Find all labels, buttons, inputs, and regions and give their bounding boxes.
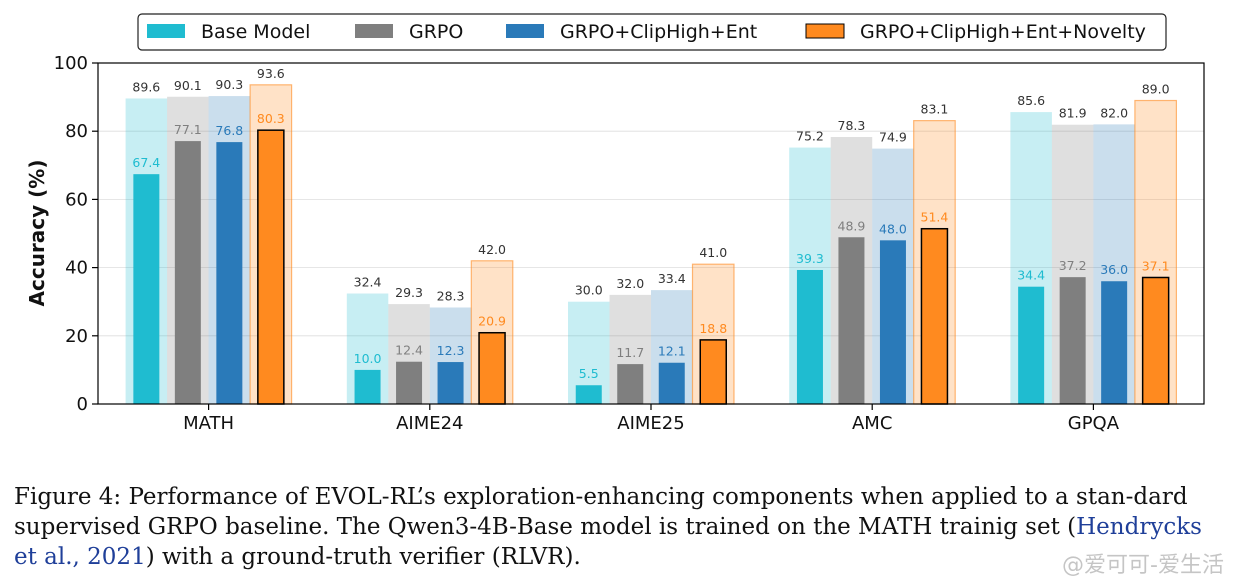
- bar: [478, 331, 506, 405]
- bar-value-label: 34.4: [1017, 268, 1045, 283]
- bar-value-label: 36.0: [1100, 262, 1128, 277]
- axes: 0 20 40 60 80 100 MATH AIME24 AIME25 AMC GPQA: [54, 53, 1120, 434]
- citation-link[interactable]: Hendrycks et al., 2021: [14, 514, 1202, 570]
- legend: Base Model GRPO GRPO+ClipHigh+Ent GRPO+Clip…: [137, 13, 1167, 51]
- legend-label: Base Model: [201, 21, 310, 43]
- y-tick-label: 40: [65, 258, 88, 279]
- y-tick-label: 0: [77, 394, 88, 415]
- y-tick-label: 80: [65, 121, 88, 142]
- background-value-label: 74.9: [879, 130, 907, 145]
- bar: [617, 364, 644, 404]
- background-value-label: 33.4: [658, 271, 686, 286]
- bar-value-label: 51.4: [921, 210, 949, 225]
- bar: [1059, 277, 1086, 404]
- watermark: @爱可可-爱生活: [1062, 553, 1224, 578]
- background-value-label: 93.6: [257, 66, 285, 81]
- bar: [920, 227, 949, 405]
- background-value-label: 81.9: [1059, 106, 1087, 121]
- bar: [396, 361, 423, 404]
- background-value-label: 75.2: [796, 129, 824, 144]
- bar: [257, 129, 285, 405]
- bar: [174, 141, 201, 405]
- bar-value-label: 37.1: [1142, 258, 1170, 273]
- background-value-label: 90.3: [215, 77, 243, 92]
- y-tick-label: 100: [54, 53, 88, 74]
- bar-value-label: 77.1: [174, 122, 202, 137]
- bar: [879, 240, 906, 404]
- y-axis-label: Accuracy (%): [25, 160, 49, 307]
- accuracy-bar-chart: 89.6 67.4 90.1 77.1 90.3 76.8 93.6 80.3 32.4 10.0…: [25, 13, 1205, 434]
- bar: [133, 174, 160, 404]
- background-value-label: 89.0: [1142, 82, 1170, 97]
- value-labels: 89.6 67.4 90.1 77.1 90.3 76.8 93.6 80.3 32.4 10.0…: [132, 66, 1169, 381]
- bar: [1101, 281, 1128, 404]
- legend-label: GRPO: [409, 21, 463, 43]
- bar-value-label: 20.9: [478, 314, 506, 329]
- bar: [354, 369, 381, 404]
- y-tick-label: 20: [65, 326, 88, 347]
- background-value-label: 42.0: [478, 242, 506, 257]
- caption-text-end: ) with a ground-truth verifier (RLVR).: [145, 544, 581, 570]
- bar: [1018, 286, 1045, 404]
- bar-value-label: 10.0: [354, 351, 382, 366]
- bar-value-label: 67.4: [132, 155, 160, 170]
- bar: [1141, 276, 1170, 405]
- bar-value-label: 18.8: [699, 321, 727, 336]
- background-value-label: 30.0: [575, 283, 603, 298]
- bar: [796, 269, 823, 404]
- legend-swatch: [805, 23, 845, 39]
- background-value-label: 83.1: [921, 102, 949, 117]
- foreground-bars: [133, 129, 1170, 405]
- bar: [216, 142, 243, 404]
- background-value-label: 85.6: [1017, 93, 1045, 108]
- bar-value-label: 12.4: [395, 343, 423, 358]
- legend-swatch: [506, 24, 544, 38]
- x-tick-label: AIME24: [396, 413, 463, 434]
- legend-label: GRPO+ClipHigh+Ent: [560, 21, 757, 43]
- background-value-label: 29.3: [395, 285, 423, 300]
- caption-text-start: Figure 4: Performance of EVOL-RL’s explo…: [14, 484, 1188, 540]
- bar-value-label: 37.2: [1059, 258, 1087, 273]
- legend-swatch: [147, 24, 185, 38]
- bar-value-label: 39.3: [796, 251, 824, 266]
- background-value-label: 32.4: [354, 275, 382, 290]
- bar-value-label: 48.9: [838, 218, 866, 233]
- legend-label: GRPO+ClipHigh+Ent+Novelty: [860, 21, 1146, 43]
- background-value-label: 78.3: [838, 118, 866, 133]
- background-value-label: 28.3: [437, 288, 465, 303]
- bar-value-label: 12.1: [658, 344, 686, 359]
- background-value-label: 32.0: [616, 276, 644, 291]
- bar: [437, 362, 464, 404]
- background-value-label: 82.0: [1100, 105, 1128, 120]
- legend-swatch: [355, 24, 393, 38]
- legend-frame: [137, 13, 1167, 51]
- x-tick-label: GPQA: [1068, 413, 1120, 434]
- background-value-label: 90.1: [174, 78, 202, 93]
- y-tick-label: 60: [65, 189, 88, 210]
- bar: [699, 339, 727, 405]
- bar: [658, 362, 685, 404]
- bar-value-label: 12.3: [437, 343, 465, 358]
- bar-value-label: 76.8: [215, 123, 243, 138]
- bar-value-label: 11.7: [616, 345, 644, 360]
- bar: [575, 385, 602, 404]
- x-tick-label: MATH: [183, 413, 234, 434]
- background-value-label: 41.0: [699, 245, 727, 260]
- background-value-label: 89.6: [132, 79, 160, 94]
- bar: [838, 237, 865, 404]
- bar-value-label: 48.0: [879, 221, 907, 236]
- figure-caption: Figure 4: Performance of EVOL-RL’s explo…: [14, 482, 1224, 572]
- bar-value-label: 5.5: [579, 366, 599, 381]
- x-tick-label: AMC: [852, 413, 892, 434]
- bar-value-label: 80.3: [257, 111, 285, 126]
- x-tick-label: AIME25: [617, 413, 684, 434]
